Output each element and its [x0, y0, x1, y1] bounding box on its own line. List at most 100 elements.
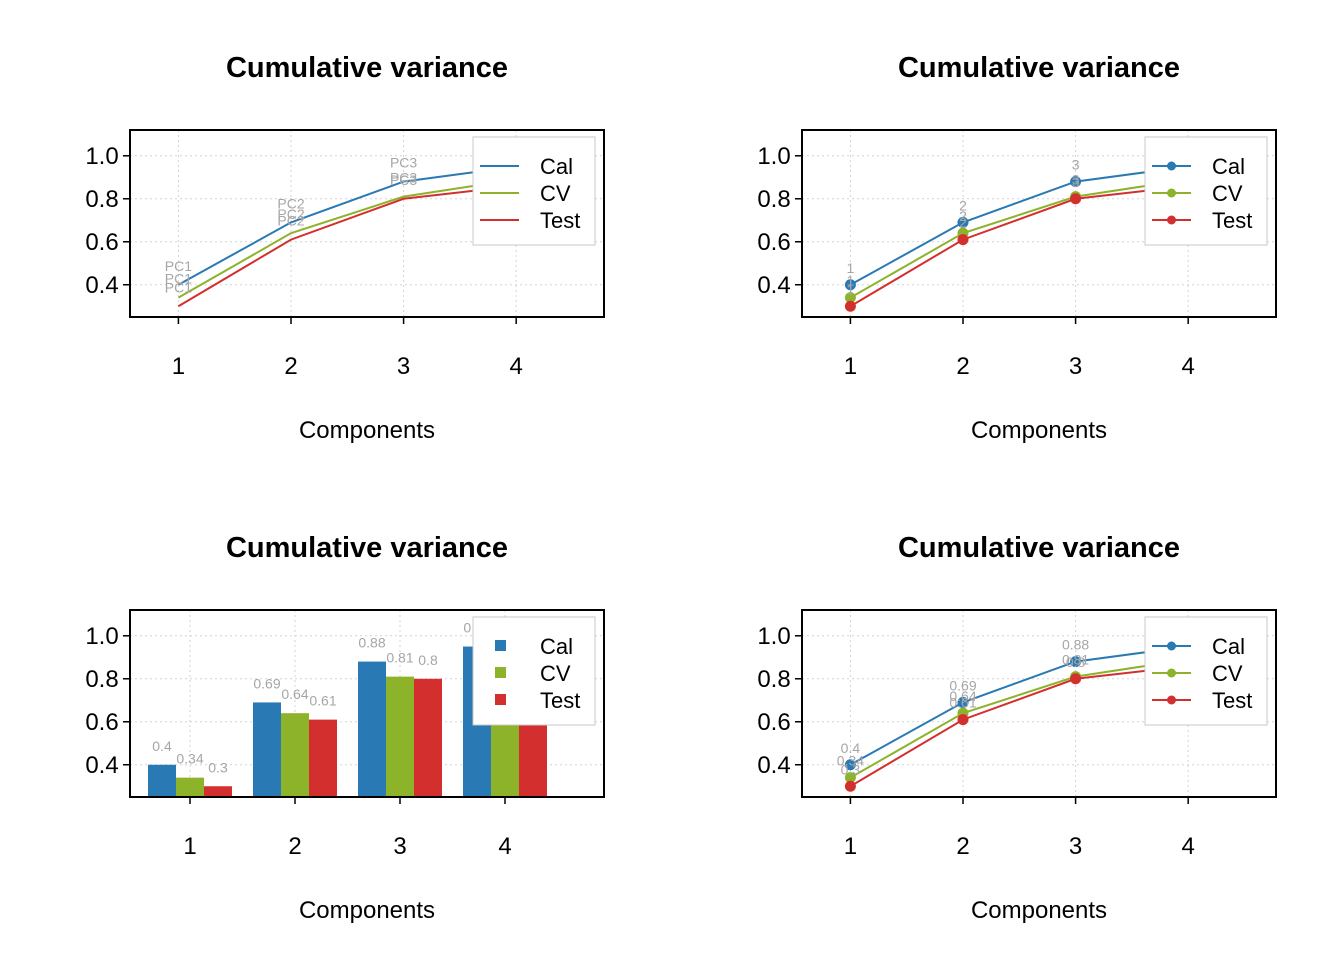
chart-panel-2: Cumulative variance 0.4 0.6 0.8 1.0 1 2 3 4 Compo… — [757, 52, 1277, 444]
legend-marker — [1167, 188, 1176, 198]
data-label: PC3 — [390, 155, 417, 171]
bar-cv-2 — [281, 713, 309, 797]
legend-label: Cal — [540, 154, 573, 179]
x-axis-label: Components — [299, 897, 435, 924]
point-test-3 — [1070, 673, 1082, 685]
plot-area: 123412341234 — [844, 142, 1194, 312]
x-tick-label: 3 — [1069, 353, 1082, 380]
plot-frame — [801, 609, 1277, 798]
legend-item-test: Test — [1152, 208, 1252, 233]
plot-area: 0.40.690.880.950.340.640.810.890.30.610.… — [148, 620, 547, 797]
data-label: 0.81 — [1062, 652, 1089, 668]
data-label: 0.81 — [386, 650, 413, 666]
data-label: PC2 — [277, 213, 304, 229]
legend-item-cal: Cal — [480, 154, 573, 179]
chart-panel-1: Cumulative variance 0.4 0.6 0.8 1.0 1 2 3 4 Compo… — [85, 52, 605, 444]
point-test-2 — [957, 234, 969, 246]
data-label: 0.64 — [281, 686, 308, 702]
bar-test-1 — [204, 786, 232, 797]
y-tick-label: 0.6 — [85, 229, 118, 256]
data-label: PC2 — [277, 206, 304, 222]
data-label: 0.8 — [1066, 654, 1086, 670]
legend-box — [472, 136, 596, 246]
y-tick-label: 0.4 — [757, 752, 790, 779]
data-label: 3 — [1072, 157, 1080, 173]
legend-label: Cal — [1212, 154, 1245, 179]
legend-item-test: Test — [480, 208, 580, 233]
legend-label: Test — [540, 688, 580, 713]
plot-frame — [801, 129, 1277, 318]
y-tick-label: 0.8 — [757, 666, 790, 693]
data-label: PC3 — [390, 172, 417, 188]
legend-item-cv: CV — [1152, 181, 1243, 206]
y-tick-label: 0.4 — [757, 272, 790, 299]
legend-swatch — [495, 694, 506, 705]
plot-frame — [129, 129, 605, 318]
point-test-1 — [844, 300, 856, 312]
x-tick-label: 2 — [956, 353, 969, 380]
data-label: 0.4 — [152, 738, 172, 754]
x-tick-label: 3 — [393, 833, 406, 860]
data-label: 1 — [847, 260, 855, 276]
bar-cv-3 — [386, 676, 414, 797]
legend-label: CV — [1212, 661, 1243, 686]
data-label: 0.69 — [949, 677, 976, 693]
data-label: 3 — [1072, 172, 1080, 188]
data-label: 0.88 — [358, 635, 385, 651]
x-tick-label: 3 — [397, 353, 410, 380]
x-tick-label: 4 — [1182, 353, 1195, 380]
x-tick-label: 3 — [1069, 833, 1082, 860]
x-tick-label: 2 — [284, 353, 297, 380]
data-label: 0.4 — [841, 740, 861, 756]
point-cal-1 — [844, 279, 856, 291]
legend-item-cal: Cal — [1152, 634, 1245, 659]
legend-item-cv: CV — [495, 661, 571, 686]
data-label: 0.88 — [1062, 637, 1089, 653]
data-label: 0.69 — [253, 675, 280, 691]
data-label: 0.61 — [309, 693, 336, 709]
legend-item-cv: CV — [480, 181, 571, 206]
chart-title: Cumulative variance — [226, 52, 508, 84]
bar-cal-1 — [148, 764, 176, 797]
chart-panel-4: Cumulative variance 0.4 0.6 0.8 1.0 1 2 3 4 Compo… — [757, 532, 1277, 924]
data-label: 0.34 — [837, 753, 864, 769]
series-line-test — [849, 664, 1189, 788]
data-label: PC1 — [165, 271, 192, 287]
legend-marker — [1167, 695, 1176, 705]
legend-label: CV — [540, 181, 571, 206]
legend-label: Test — [1212, 208, 1252, 233]
plot-frame — [129, 609, 605, 798]
legend-item-test: Test — [1152, 688, 1252, 713]
data-label: 0.8 — [418, 652, 438, 668]
y-tick-label: 0.4 — [85, 272, 118, 299]
y-tick-label: 0.4 — [85, 752, 118, 779]
x-tick-label: 4 — [1182, 833, 1195, 860]
legend-item-cal: Cal — [495, 634, 573, 659]
legend-swatch — [495, 640, 506, 651]
legend-swatch — [495, 667, 506, 678]
data-label: 2 — [959, 208, 967, 224]
y-tick-label: 0.6 — [85, 709, 118, 736]
point-cal-2 — [957, 696, 969, 708]
bar-test-3 — [414, 678, 442, 797]
y-tick-label: 1.0 — [757, 143, 790, 170]
chart-panel-3: Cumulative variance 0.4 0.6 0.8 1.0 1 2 3 4 Compo… — [85, 532, 605, 924]
x-tick-label: 4 — [510, 353, 523, 380]
point-cv-1 — [844, 292, 856, 304]
data-label: 3 — [1072, 174, 1080, 190]
data-label: 0.61 — [949, 695, 976, 711]
legend-label: CV — [1212, 181, 1243, 206]
y-tick-label: 0.8 — [757, 186, 790, 213]
legend-label: Test — [1212, 688, 1252, 713]
chart-title: Cumulative variance — [226, 532, 508, 564]
series-line-cal — [177, 165, 517, 286]
point-cal-3 — [1070, 656, 1082, 668]
y-tick-label: 0.6 — [757, 229, 790, 256]
legend-label: Cal — [1212, 634, 1245, 659]
series-line-cal — [849, 165, 1189, 286]
series-line-cal — [849, 645, 1189, 766]
legend-label: CV — [540, 661, 571, 686]
data-label: PC1 — [165, 279, 192, 295]
